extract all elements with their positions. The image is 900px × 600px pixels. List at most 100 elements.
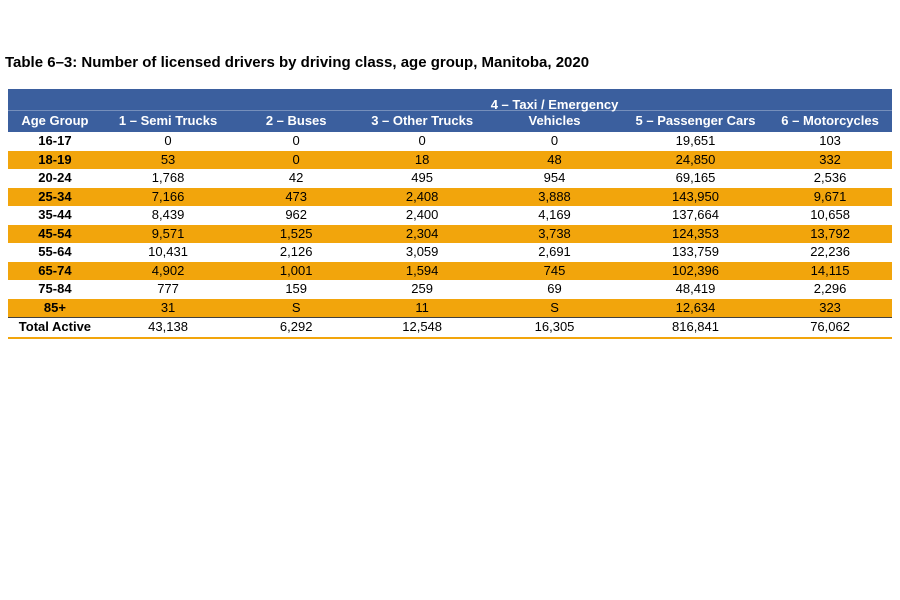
value-cell: S (234, 298, 359, 318)
value-cell: 102,396 (622, 261, 769, 280)
value-cell: 495 (358, 169, 487, 188)
value-cell: 2,304 (358, 224, 487, 243)
value-cell: 69,165 (622, 169, 769, 188)
value-cell: 48,419 (622, 280, 769, 299)
value-cell: 473 (234, 187, 359, 206)
value-cell: 12,548 (358, 317, 487, 339)
value-cell: 137,664 (622, 206, 769, 225)
value-cell: 9,671 (768, 187, 892, 206)
value-cell: 103 (768, 132, 892, 151)
age-group-label: 18-19 (8, 150, 102, 169)
value-cell: 2,691 (486, 243, 623, 262)
value-cell: 10,658 (768, 206, 892, 225)
value-cell: 7,166 (101, 187, 235, 206)
value-cell: 0 (234, 150, 359, 169)
age-group-label: 16-17 (8, 132, 102, 151)
age-group-label: 75-84 (8, 280, 102, 299)
value-cell: 816,841 (622, 317, 769, 339)
age-group-label: Total Active (8, 317, 102, 339)
table-row: 55-64 10,431 2,126 3,059 2,691 133,759 22,236 (8, 243, 892, 262)
value-cell: 6,292 (234, 317, 359, 339)
table-row: 65-74 4,902 1,001 1,594 745 102,396 14,115 (8, 261, 892, 280)
age-group-label: 65-74 (8, 261, 102, 280)
age-group-label: 45-54 (8, 224, 102, 243)
value-cell: 8,439 (101, 206, 235, 225)
value-cell: 133,759 (622, 243, 769, 262)
column-header-1: 1 – Semi Trucks (101, 89, 235, 132)
value-cell: 332 (768, 150, 892, 169)
value-cell: 143,950 (622, 187, 769, 206)
value-cell: 0 (234, 132, 359, 151)
value-cell: 4,169 (486, 206, 623, 225)
value-cell: 18 (358, 150, 487, 169)
value-cell: 14,115 (768, 261, 892, 280)
column-header-0: Age Group (8, 89, 102, 132)
drivers-table-container: Age Group 1 – Semi Trucks 2 – Buses 3 – Oth… (8, 89, 892, 339)
value-cell: 1,594 (358, 261, 487, 280)
value-cell: 3,059 (358, 243, 487, 262)
age-group-label: 55-64 (8, 243, 102, 262)
value-cell: 1,768 (101, 169, 235, 188)
table-row: 20-24 1,768 42 495 954 69,165 2,536 (8, 169, 892, 188)
value-cell: 1,001 (234, 261, 359, 280)
table-row: 45-54 9,571 1,525 2,304 3,738 124,353 13,792 (8, 224, 892, 243)
value-cell: 0 (358, 132, 487, 151)
value-cell: 2,296 (768, 280, 892, 299)
value-cell: 31 (101, 298, 235, 318)
age-group-label: 85+ (8, 298, 102, 318)
table-row: 75-84 777 159 259 69 48,419 2,296 (8, 280, 892, 299)
value-cell: 259 (358, 280, 487, 299)
value-cell: 3,738 (486, 224, 623, 243)
value-cell: 9,571 (101, 224, 235, 243)
value-cell: 962 (234, 206, 359, 225)
value-cell: 24,850 (622, 150, 769, 169)
value-cell: 2,536 (768, 169, 892, 188)
column-header-5: 5 – Passenger Cars (622, 89, 769, 132)
age-group-label: 35-44 (8, 206, 102, 225)
value-cell: 2,126 (234, 243, 359, 262)
value-cell: 0 (101, 132, 235, 151)
table-row: 18-19 53 0 18 48 24,850 332 (8, 150, 892, 169)
value-cell: 13,792 (768, 224, 892, 243)
table-title: Table 6–3: Number of licensed drivers by… (5, 54, 590, 71)
value-cell: 10,431 (101, 243, 235, 262)
age-group-label: 20-24 (8, 169, 102, 188)
value-cell: 1,525 (234, 224, 359, 243)
total-row: Total Active 43,138 6,292 12,548 16,305 816,8… (8, 317, 892, 339)
value-cell: 2,400 (358, 206, 487, 225)
column-header-2: 2 – Buses (234, 89, 359, 132)
value-cell: 2,408 (358, 187, 487, 206)
value-cell: 0 (486, 132, 623, 151)
value-cell: 12,634 (622, 298, 769, 318)
value-cell: 16,305 (486, 317, 623, 339)
table-row: 25-34 7,166 473 2,408 3,888 143,950 9,671 (8, 187, 892, 206)
table-row: 16-17 0 0 0 0 19,651 103 (8, 132, 892, 151)
value-cell: 3,888 (486, 187, 623, 206)
value-cell: 42 (234, 169, 359, 188)
value-cell: 19,651 (622, 132, 769, 151)
value-cell: 159 (234, 280, 359, 299)
drivers-table: Age Group 1 – Semi Trucks 2 – Buses 3 – Oth… (8, 89, 892, 339)
value-cell: S (486, 298, 623, 318)
column-header-6: 6 – Motorcycles (768, 89, 892, 132)
table-header: Age Group 1 – Semi Trucks 2 – Buses 3 – Oth… (8, 89, 892, 132)
table-row: 35-44 8,439 962 2,400 4,169 137,664 10,658 (8, 206, 892, 225)
value-cell: 323 (768, 298, 892, 318)
value-cell: 954 (486, 169, 623, 188)
column-header-3: 3 – Other Trucks (358, 89, 487, 132)
value-cell: 11 (358, 298, 487, 318)
column-header-4: 4 – Taxi / Emergency Vehicles (486, 89, 623, 132)
value-cell: 53 (101, 150, 235, 169)
value-cell: 745 (486, 261, 623, 280)
table-row: 85+ 31 S 11 S 12,634 323 (8, 298, 892, 318)
table-body: 16-17 0 0 0 0 19,651 103 18-19 53 0 18 48 24,850 332 2… (8, 132, 892, 339)
value-cell: 69 (486, 280, 623, 299)
value-cell: 4,902 (101, 261, 235, 280)
value-cell: 124,353 (622, 224, 769, 243)
value-cell: 48 (486, 150, 623, 169)
value-cell: 777 (101, 280, 235, 299)
value-cell: 43,138 (101, 317, 235, 339)
value-cell: 76,062 (768, 317, 892, 339)
value-cell: 22,236 (768, 243, 892, 262)
